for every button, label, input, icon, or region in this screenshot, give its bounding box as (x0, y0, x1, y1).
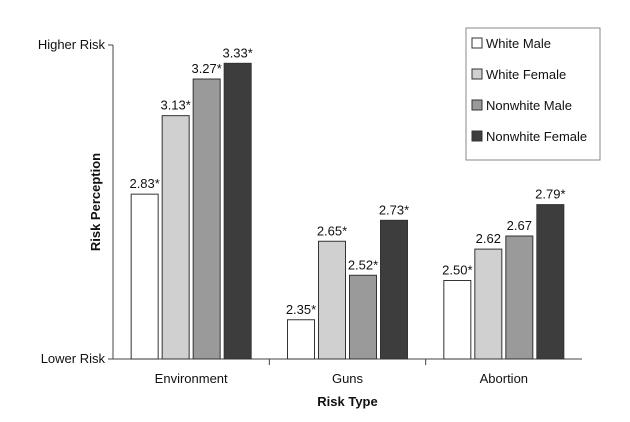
x-category-label: Guns (332, 371, 364, 386)
bar-environment-white-female (161, 115, 190, 360)
bar-guns-white-female (318, 240, 346, 360)
legend-label: White Female (486, 67, 566, 82)
legend-label: Nonwhite Male (486, 98, 572, 113)
data-label: 2.67 (507, 218, 532, 233)
data-label: 3.13* (160, 98, 190, 113)
bar-abortion-white-male (443, 280, 472, 360)
axes (112, 45, 582, 360)
bar-abortion-nonwhite-male (505, 235, 534, 360)
x-category-label: Abortion (480, 371, 528, 386)
data-label: 3.33* (222, 45, 252, 60)
legend-box (465, 27, 601, 161)
bar-environment-white-male (130, 193, 159, 360)
x-category-label: Environment (155, 371, 228, 386)
data-label: 2.73* (379, 202, 409, 217)
y-tick-label: Higher Risk (38, 37, 106, 52)
bars (130, 62, 565, 360)
bar-abortion-white-female (474, 248, 503, 360)
legend-swatch (471, 130, 483, 142)
y-ticks: Higher Risk Lower Risk (38, 37, 113, 366)
data-label: 2.50* (442, 263, 472, 278)
data-labels: 2.83* 3.13* 3.27*3.33* 2.35* 2.65* 2.52* 2.73*… (129, 45, 565, 316)
data-label: 3.27* (191, 61, 221, 76)
data-label: 2.79* (535, 187, 565, 202)
category-labels: Environment Guns Abortion (155, 371, 528, 386)
data-label: 2.83* (129, 176, 159, 191)
data-label: 2.65* (317, 223, 347, 238)
bar-environment-nonwhite-female (223, 62, 252, 360)
y-axis-title: Risk Perception (88, 153, 103, 251)
bar-abortion-nonwhite-female (536, 204, 565, 360)
bar-guns-nonwhite-female (380, 219, 408, 360)
bar-environment-nonwhite-male (192, 78, 221, 360)
legend-swatch (471, 99, 483, 111)
x-axis-title: Risk Type (317, 394, 377, 409)
data-label: 2.35* (286, 302, 316, 317)
legend-label: White Male (486, 36, 551, 51)
legend: White Male White Female Nonwhite Male Nonwh… (465, 27, 601, 161)
legend-swatch (471, 37, 483, 49)
data-label: 2.62 (476, 231, 501, 246)
legend-label: Nonwhite Female (486, 129, 587, 144)
data-label: 2.52* (348, 257, 378, 272)
bar-guns-nonwhite-male (349, 274, 377, 360)
y-tick-label: Lower Risk (41, 351, 106, 366)
category-separators (268, 359, 427, 365)
bar-guns-white-male (287, 319, 315, 360)
legend-swatch (471, 68, 483, 80)
